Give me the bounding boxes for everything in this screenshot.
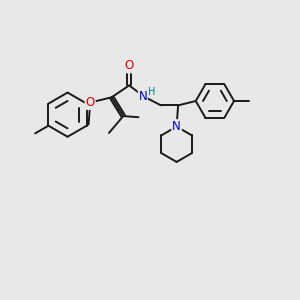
Text: N: N — [172, 120, 181, 133]
Text: O: O — [85, 96, 95, 109]
Text: O: O — [124, 59, 134, 72]
Text: N: N — [138, 90, 147, 103]
Text: H: H — [148, 87, 156, 97]
